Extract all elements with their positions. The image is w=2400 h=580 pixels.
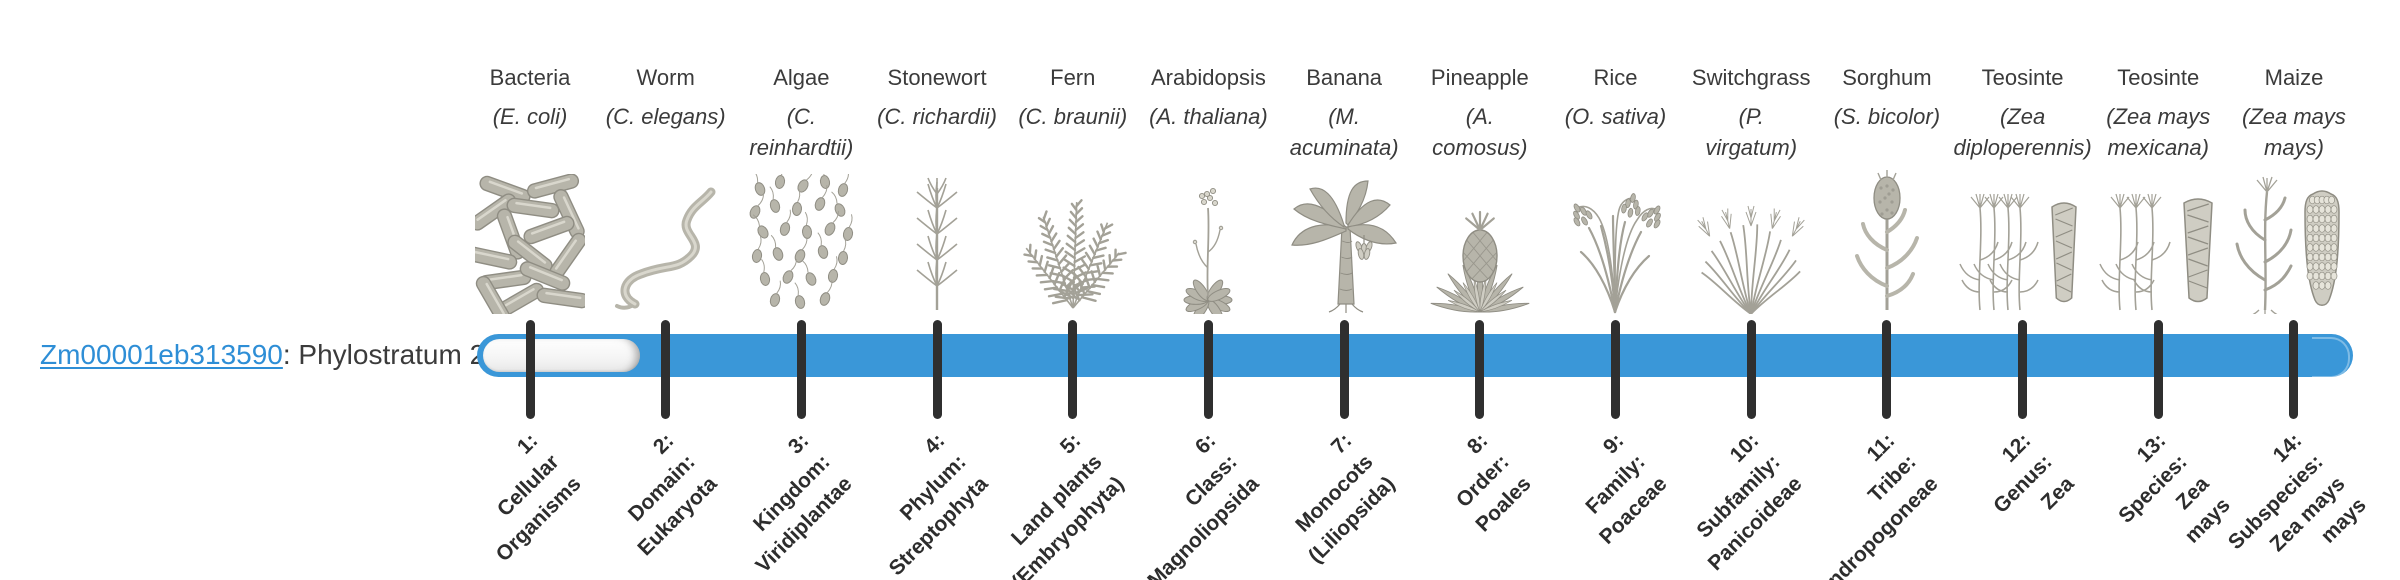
organism-illustration (849, 168, 1025, 314)
maize-icon (2235, 176, 2340, 314)
phylostrata-bar (477, 334, 2353, 378)
organism-illustration (1528, 168, 1704, 314)
organism-species: (C. richardii) (877, 103, 997, 129)
phylostratum-tick-3 (796, 320, 806, 419)
phylostratum-tick-2 (661, 320, 671, 419)
organism-species: (Zea diploperennis) (1953, 103, 2092, 161)
stonewort-icon (916, 177, 958, 310)
organism-species: (M. acuminata) (1289, 103, 1399, 161)
organism-species: (C. elegans) (605, 103, 726, 129)
pineapple-icon (1430, 210, 1530, 313)
organism-name: Fern (1050, 65, 1096, 90)
organism-name: Switchgrass (1691, 65, 1811, 90)
fern-icon (1023, 199, 1127, 309)
bar-endcap-highlight (2312, 337, 2350, 378)
teosinte-mexicana-icon (2099, 193, 2214, 311)
gene-phylostratum-text: : Phylostratum 2 (282, 339, 486, 370)
organism-illustration (1256, 168, 1432, 314)
organism-label: Teosinte (Zea mays mexicana) (2070, 64, 2246, 164)
organism-name: Algae (773, 65, 830, 90)
phylostratum-tick-9 (1611, 320, 1621, 419)
organism-name: Pineapple (1430, 65, 1529, 90)
organism-name: Rice (1593, 65, 1638, 90)
organism-label: Switchgrass (P. virgatum) (1663, 64, 1839, 164)
phylostratum-tick-8 (1475, 320, 1485, 419)
organism-illustration (1663, 168, 1839, 314)
phylostratum-tick-5 (1068, 320, 1078, 419)
organism-illustration (442, 168, 618, 314)
switchgrass-icon (1697, 205, 1805, 314)
organism-label: Banana (M. acuminata) (1256, 64, 1432, 164)
organism-species: (C. reinhardtii) (749, 103, 854, 161)
phylostratum-tick-10 (1746, 320, 1756, 419)
organism-species: (E. coli) (492, 103, 568, 129)
organism-label: Fern (C. braunii) (985, 64, 1161, 132)
organism-illustration (1120, 168, 1296, 314)
phylostratum-tick-13 (2153, 320, 2163, 419)
organism-species: (A. thaliana) (1149, 103, 1268, 129)
organism-illustration (1392, 168, 1568, 314)
gene-id-link[interactable]: Zm00001eb313590 (40, 339, 283, 370)
organism-illustration (1799, 168, 1975, 314)
organism-name: Sorghum (1842, 65, 1932, 90)
phylostratum-tick-1 (525, 320, 535, 419)
organism-label: Maize (Zea mays mays) (2206, 64, 2382, 164)
phylostratum-tick-7 (1339, 320, 1349, 419)
arabidopsis-icon (1183, 187, 1233, 314)
organism-label: Rice (O. sativa) (1528, 64, 1704, 132)
organism-label: Pineapple (A. comosus) (1392, 64, 1568, 164)
organism-name: Teosinte (1981, 65, 2064, 90)
phylostratum-tick-4 (932, 320, 942, 419)
organism-illustration (2206, 168, 2382, 314)
organism-illustration (2070, 168, 2246, 314)
organism-species: (O. sativa) (1564, 103, 1667, 129)
organism-illustration (578, 168, 754, 314)
phylostratum-tick-14 (2289, 320, 2299, 419)
organism-name: Bacteria (489, 65, 571, 90)
organism-label: Bacteria (E. coli) (442, 64, 618, 132)
organism-species: (A. comosus) (1432, 103, 1528, 161)
organism-illustration (985, 168, 1161, 314)
organism-species: (Zea mays mexicana) (2106, 103, 2211, 161)
gene-label: Zm00001eb313590: Phylostratum 2 (40, 339, 485, 371)
organism-label: Stonewort (C. richardii) (849, 64, 1025, 132)
organism-species: (S. bicolor) (1833, 103, 1941, 129)
organism-illustration (713, 168, 889, 314)
organism-name: Worm (636, 65, 695, 90)
organism-species: (C. braunii) (1018, 103, 1128, 129)
bar-unfilled-segment (483, 339, 640, 372)
teosinte-diploperennis-icon (1958, 193, 2077, 311)
organism-name: Banana (1306, 65, 1383, 90)
organism-name: Teosinte (2117, 65, 2200, 90)
organism-illustration (1935, 168, 2111, 314)
bacteria-icon (475, 174, 585, 314)
organism-label: Sorghum (S. bicolor) (1799, 64, 1975, 132)
organism-name: Arabidopsis (1150, 65, 1266, 90)
organism-label: Worm (C. elegans) (578, 64, 754, 132)
phylostratum-tick-11 (1882, 320, 1892, 419)
organism-species: (Zea mays mays) (2242, 103, 2346, 161)
organism-name: Stonewort (887, 65, 987, 90)
organism-label: Algae (C. reinhardtii) (713, 64, 889, 164)
banana-icon (1291, 180, 1398, 313)
rice-icon (1572, 193, 1661, 314)
worm-icon (614, 187, 716, 310)
organism-species: (P. virgatum) (1705, 103, 1798, 161)
phylostratum-tick-12 (2018, 320, 2028, 419)
organism-label: Arabidopsis (A. thaliana) (1120, 64, 1296, 132)
organism-name: Maize (2264, 65, 2324, 90)
algae-icon (749, 174, 854, 309)
organism-label: Teosinte (Zea diploperennis) (1935, 64, 2111, 164)
phylostratum-tick-6 (1203, 320, 1213, 419)
sorghum-icon (1854, 170, 1919, 310)
